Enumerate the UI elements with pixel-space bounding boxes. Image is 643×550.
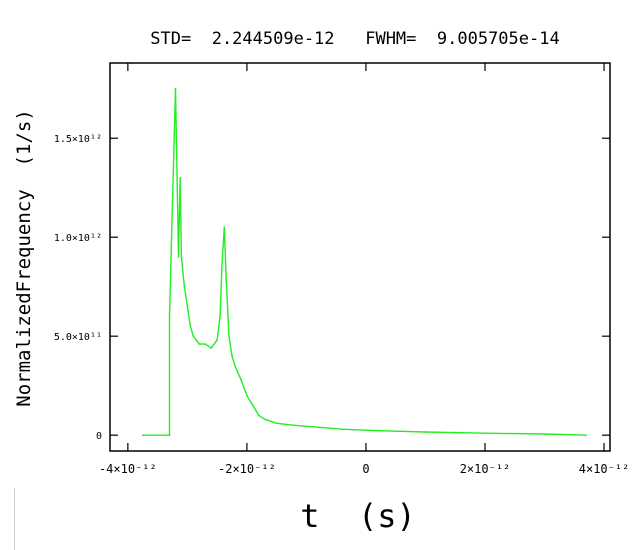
y-tick-label: 1.0×10¹² bbox=[54, 233, 102, 244]
data-point bbox=[240, 378, 242, 381]
data-point bbox=[198, 343, 201, 345]
data-point bbox=[585, 434, 587, 437]
window-edge bbox=[0, 488, 15, 550]
y-tick-label: 5.0×10¹¹ bbox=[54, 332, 102, 343]
data-point bbox=[210, 347, 212, 349]
data-point bbox=[264, 418, 266, 421]
series-layer bbox=[141, 87, 587, 437]
data-point bbox=[183, 285, 186, 288]
data-point bbox=[216, 339, 218, 341]
y-axis-ticks: 0 5.0×10¹¹ 1.0×10¹² 1.5×10¹² bbox=[54, 134, 610, 442]
data-point bbox=[179, 177, 181, 179]
data-point bbox=[223, 226, 226, 229]
x-axis-ticks: -4×10⁻¹² -2×10⁻¹² 0 2×10⁻¹² 4×10⁻¹² bbox=[99, 63, 629, 476]
data-point bbox=[168, 315, 171, 318]
y-axis-label: NormalizedFrequency (1/s) bbox=[13, 109, 35, 406]
data-point bbox=[219, 315, 221, 318]
plot-frame bbox=[109, 62, 611, 452]
x-tick-label: 4×10⁻¹² bbox=[579, 462, 630, 476]
data-point bbox=[365, 429, 367, 432]
data-point bbox=[317, 426, 320, 429]
x-tick-label: -4×10⁻¹² bbox=[99, 462, 157, 476]
y-tick-label: 1.5×10¹² bbox=[54, 134, 102, 145]
data-point bbox=[234, 365, 236, 367]
data-point bbox=[195, 339, 198, 341]
data-point bbox=[246, 394, 248, 397]
x-axis-label: t (s) bbox=[300, 497, 416, 535]
data-point bbox=[514, 432, 516, 435]
chart-title: STD= 2.244509e-12 FWHM= 9.005705e-14 bbox=[150, 29, 559, 49]
data-point bbox=[231, 355, 233, 357]
x-tick-label: 0 bbox=[362, 462, 369, 476]
data-point bbox=[186, 305, 189, 308]
data-point bbox=[394, 430, 397, 433]
data-point bbox=[543, 433, 546, 435]
data-point bbox=[454, 431, 457, 434]
data-point bbox=[177, 256, 180, 258]
data-point bbox=[228, 335, 230, 338]
data-point bbox=[225, 276, 227, 278]
data-point bbox=[174, 87, 177, 90]
data-point bbox=[189, 325, 192, 328]
data-point bbox=[258, 414, 260, 417]
data-point bbox=[275, 422, 278, 425]
x-tick-label: 2×10⁻¹² bbox=[460, 462, 511, 476]
series-line bbox=[142, 88, 587, 436]
data-point bbox=[341, 428, 343, 431]
data-point bbox=[141, 434, 144, 437]
data-point bbox=[484, 432, 486, 435]
data-point bbox=[269, 420, 272, 423]
data-point bbox=[221, 266, 223, 268]
data-point bbox=[192, 335, 195, 338]
x-tick-label: -2×10⁻¹² bbox=[218, 462, 276, 476]
data-point bbox=[293, 424, 296, 427]
data-point bbox=[168, 434, 171, 437]
y-tick-label: 0 bbox=[96, 431, 102, 442]
data-point bbox=[204, 343, 206, 345]
data-point bbox=[573, 434, 576, 436]
data-point bbox=[252, 404, 254, 407]
data-point bbox=[180, 256, 183, 258]
data-point bbox=[424, 431, 427, 433]
